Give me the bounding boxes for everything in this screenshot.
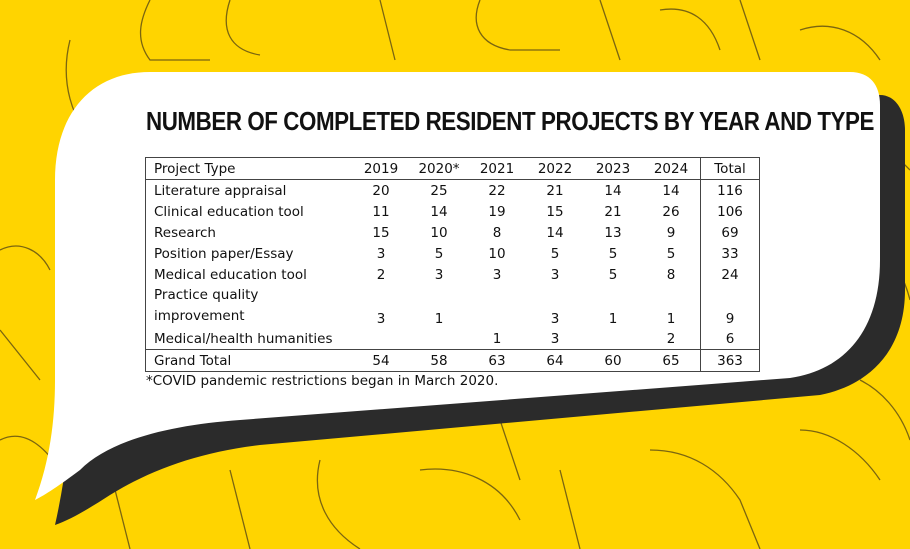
table-row: Position paper/Essay 3 5 10 5 5 5 33 — [146, 243, 760, 264]
cell-value: 1 — [434, 311, 444, 327]
cell-value — [468, 285, 526, 328]
cell-value: 58 — [430, 352, 448, 369]
cell-value: 14 — [430, 203, 448, 220]
cell-value: 3 — [550, 266, 560, 283]
cell-value: 5 — [550, 245, 560, 262]
cell-value: 8 — [666, 266, 676, 283]
row-label: Grand Total — [154, 352, 232, 369]
cell-value: 63 — [488, 352, 506, 369]
cell-value: 22 — [488, 182, 506, 199]
projects-table: Project Type 2019 2020* 2021 2022 2023 2… — [145, 157, 760, 372]
table-row: Clinical education tool 11 14 19 15 21 2… — [146, 201, 760, 222]
cell-value: 15 — [546, 203, 564, 220]
table-row: Medical/health humanities 1 3 2 6 — [146, 328, 760, 350]
header-year: 2022 — [537, 160, 573, 177]
cell-value: 21 — [546, 182, 564, 199]
cell-value: 3 — [550, 330, 560, 347]
header-year: 2024 — [653, 160, 689, 177]
page-title: NUMBER OF COMPLETED RESIDENT PROJECTS BY… — [146, 106, 875, 136]
row-label-line: improvement — [154, 308, 245, 324]
cell-value: 2 — [666, 330, 676, 347]
cell-total: 6 — [700, 328, 760, 350]
cell-value: 64 — [546, 352, 564, 369]
row-label: Medical/health humanities — [154, 330, 333, 347]
table-row: Practice quality improvement 3 1 3 1 1 9 — [146, 285, 760, 328]
cell-value: 19 — [488, 203, 506, 220]
cell-value: 1 — [666, 311, 676, 327]
table-row: Medical education tool 2 3 3 3 5 8 24 — [146, 264, 760, 285]
row-label: Position paper/Essay — [154, 245, 294, 262]
cell-value: 14 — [604, 182, 622, 199]
grand-total-row: Grand Total 54 58 63 64 60 65 363 — [145, 349, 760, 372]
header-project-type: Project Type — [154, 160, 236, 177]
cell-value: 1 — [608, 311, 618, 327]
cell-value: 2 — [376, 266, 386, 283]
header-year: 2019 — [363, 160, 399, 177]
cell-value: 10 — [488, 245, 506, 262]
cell-total: 24 — [700, 264, 760, 285]
cell-total: 33 — [700, 243, 760, 264]
cell-value: 26 — [662, 203, 680, 220]
cell-value: 11 — [372, 203, 390, 220]
table-header-row: Project Type 2019 2020* 2021 2022 2023 2… — [145, 157, 760, 180]
cell-value: 20 — [372, 182, 390, 199]
cell-value: 14 — [546, 224, 564, 241]
table-row: Literature appraisal 20 25 22 21 14 14 1… — [146, 179, 760, 201]
cell-value — [410, 328, 468, 350]
cell-value: 5 — [608, 245, 618, 262]
header-year: 2021 — [479, 160, 515, 177]
cell-total: 106 — [700, 201, 760, 222]
cell-value — [584, 328, 642, 350]
header-total: Total — [700, 157, 760, 180]
header-year: 2023 — [595, 160, 631, 177]
cell-value: 13 — [604, 224, 622, 241]
footnote: *COVID pandemic restrictions began in Ma… — [146, 373, 499, 389]
row-label: Medical education tool — [154, 266, 307, 283]
row-label-line: Practice quality — [154, 287, 259, 303]
cell-value: 8 — [492, 224, 502, 241]
cell-value: 10 — [430, 224, 448, 241]
cell-value — [352, 328, 410, 350]
cell-value: 9 — [666, 224, 676, 241]
cell-value: 65 — [662, 352, 680, 369]
cell-value: 5 — [666, 245, 676, 262]
cell-total: 69 — [700, 222, 760, 243]
cell-value: 3 — [550, 311, 560, 327]
row-label: Practice quality improvement — [146, 285, 353, 328]
cell-value: 15 — [372, 224, 390, 241]
row-label: Literature appraisal — [154, 182, 287, 199]
cell-value: 25 — [430, 182, 448, 199]
cell-value: 3 — [492, 266, 502, 283]
cell-value: 60 — [604, 352, 622, 369]
cell-value: 3 — [434, 266, 444, 283]
row-label: Clinical education tool — [154, 203, 304, 220]
cell-value: 1 — [492, 330, 502, 347]
cell-value: 3 — [376, 245, 386, 262]
row-label: Research — [154, 224, 216, 241]
cell-total: 116 — [700, 179, 760, 201]
cell-value: 54 — [372, 352, 390, 369]
table-row: Research 15 10 8 14 13 9 69 — [146, 222, 760, 243]
header-year: 2020* — [418, 160, 460, 177]
cell-value: 5 — [608, 266, 618, 283]
cell-value: 3 — [376, 311, 386, 327]
cell-total: 9 — [700, 285, 760, 328]
cell-value: 14 — [662, 182, 680, 199]
cell-value: 21 — [604, 203, 622, 220]
cell-total: 363 — [700, 349, 760, 372]
cell-value: 5 — [434, 245, 444, 262]
